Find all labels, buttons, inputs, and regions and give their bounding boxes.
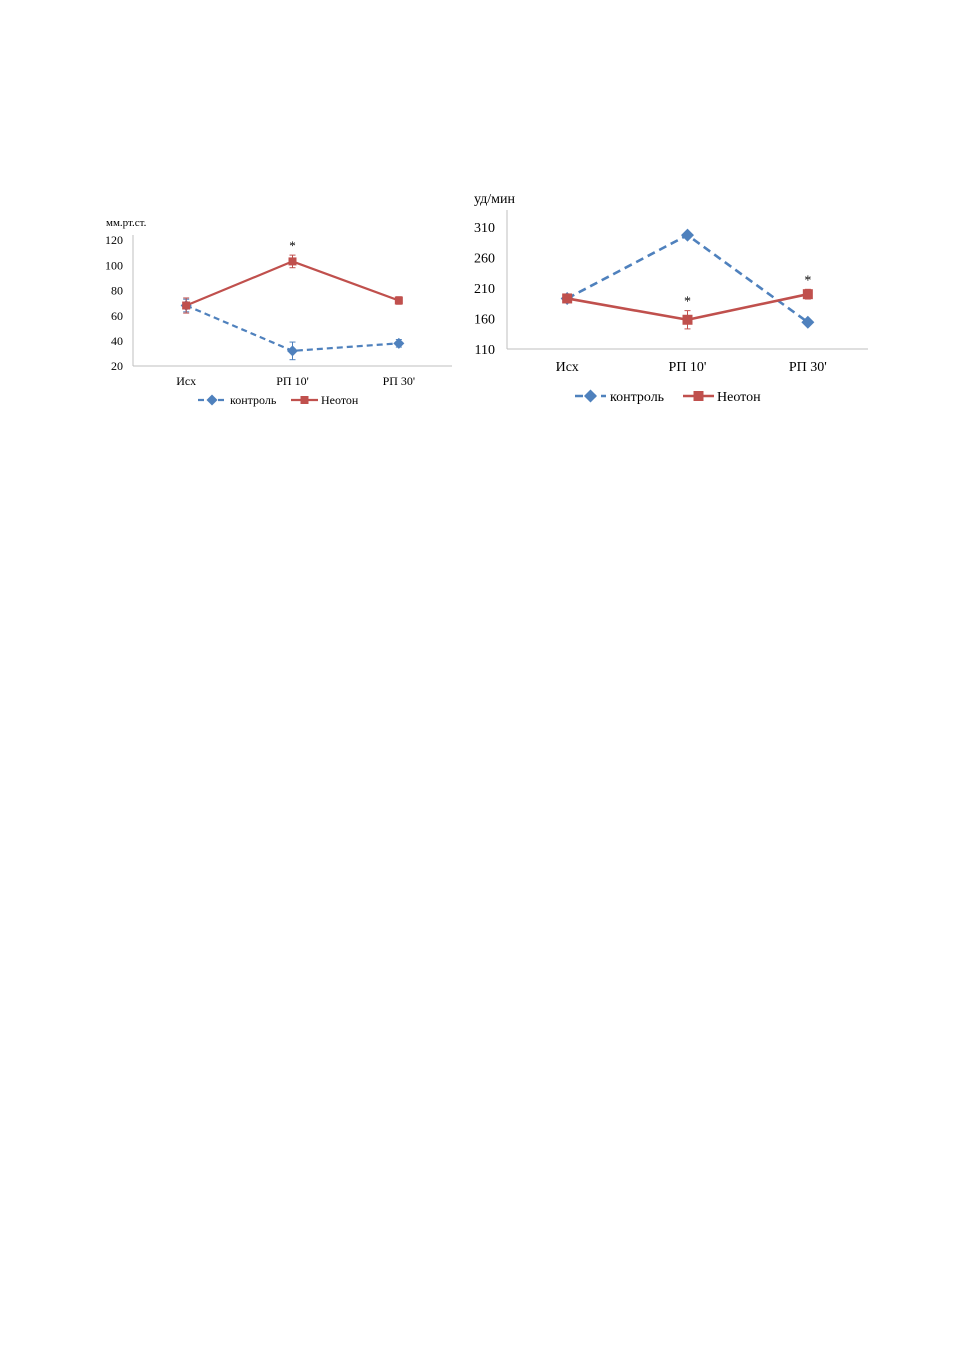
legend: контроль Неотон: [575, 389, 761, 405]
legend-marker: [693, 391, 704, 401]
legend-item: контроль: [575, 389, 664, 405]
series-control: [180, 298, 405, 361]
data-point: [287, 345, 298, 357]
series-neoton: [182, 254, 403, 314]
x-tick-label: РП 10': [276, 374, 309, 388]
data-point: [681, 228, 694, 242]
significance-star: *: [289, 238, 296, 253]
data-point: [562, 293, 573, 304]
significance-star: *: [804, 273, 811, 288]
y-axis-label: мм.рт.ст.: [106, 217, 147, 229]
y-tick-label: 80: [111, 284, 123, 298]
legend-label: Неотон: [717, 390, 761, 405]
data-point: [682, 314, 693, 325]
y-tick-label: 120: [105, 233, 123, 247]
legend-label: контроль: [610, 390, 664, 405]
x-tick-label: Исх: [176, 374, 196, 388]
legend-marker: [300, 396, 309, 404]
x-tick-label: Исх: [556, 360, 579, 375]
y-tick-label: 110: [475, 343, 495, 358]
data-point: [182, 301, 191, 310]
y-tick-label: 100: [105, 258, 123, 272]
legend: контроль Неотон: [198, 393, 359, 407]
significance-star: *: [684, 295, 691, 310]
data-point: [288, 257, 297, 266]
legend-item: Неотон: [291, 393, 359, 407]
chart-2: уд/мин 110 160 210 260 310 Исх РП 10' РП 30' * * ко…: [474, 192, 868, 405]
legend-item: контроль: [198, 393, 277, 407]
y-tick-label: 20: [111, 359, 123, 373]
y-tick-label: 60: [111, 309, 123, 323]
y-tick-label: 160: [474, 312, 495, 327]
y-tick-label: 260: [474, 252, 495, 267]
data-point: [394, 296, 403, 305]
x-tick-label: РП 10': [669, 360, 707, 375]
chart-1: мм.рт.ст. 20 40 60 80 100 120 Исх РП 10' РП 30' * к…: [105, 217, 452, 407]
legend-item: Неотон: [683, 390, 761, 405]
legend-label: Неотон: [321, 393, 359, 407]
legend-marker: [584, 389, 597, 403]
y-tick-label: 310: [474, 221, 495, 236]
data-point: [801, 315, 815, 329]
legend-marker: [206, 394, 218, 406]
data-point: [802, 289, 813, 300]
data-point: [393, 337, 405, 349]
y-axis-label: уд/мин: [474, 192, 515, 207]
series-neoton: [562, 288, 813, 330]
y-tick-label: 210: [474, 282, 495, 297]
x-tick-label: РП 30': [789, 360, 827, 375]
legend-label: контроль: [230, 393, 277, 407]
y-tick-label: 40: [111, 334, 123, 348]
x-tick-label: РП 30': [383, 374, 416, 388]
